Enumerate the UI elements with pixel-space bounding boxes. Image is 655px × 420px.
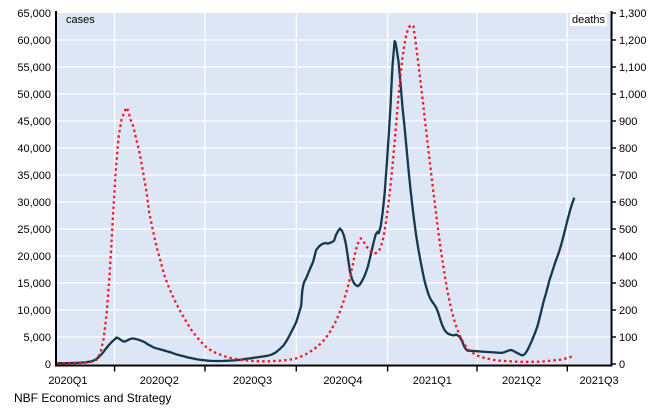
left-axis-tick-label: 5,000 [23,332,51,344]
right-axis-tick-label: 800 [619,143,637,155]
axis-labels: 0 5,000 10,000 15,000 20,000 25,000 30,000 35,0… [17,8,646,387]
right-axis-tick-label: 100 [619,332,637,344]
left-axis-tick-label: 0 [45,359,51,371]
left-axis-tick-label: 50,000 [17,89,51,101]
left-axis-tick-label: 20,000 [17,251,51,263]
gridlines [57,13,610,364]
x-axis-tick-label: 2020Q4 [323,375,362,387]
right-axis-tick-label: 400 [619,251,637,263]
right-axis-tick-label: 0 [619,359,625,371]
right-axis-series-label: deaths [569,14,607,26]
left-axis-tick-label: 40,000 [17,143,51,155]
plot-area [57,13,610,364]
right-axis-tick-label: 200 [619,305,637,317]
left-axis-tick-label: 60,000 [17,35,51,47]
right-axis-tick-label: 1,200 [619,35,647,47]
cases-line [56,39,576,365]
left-axis-tick-label: 25,000 [17,224,51,236]
right-axis-tick-label: 300 [619,278,637,290]
left-axis-tick-label: 45,000 [17,116,51,128]
left-axis-tick-label: 15,000 [17,278,51,290]
deaths-line [57,23,575,365]
x-axis-tick-label: 2020Q1 [48,375,87,387]
x-axis-tick-label: 2021Q1 [413,375,452,387]
left-axis-tick-label: 10,000 [17,305,51,317]
right-axis-tick-label: 1,000 [619,89,647,101]
right-axis-tick-label: 1,100 [619,62,647,74]
right-axis-tick-label: 1,300 [619,8,647,20]
x-axis-tick-label: 2021Q3 [580,375,619,387]
right-axis-tick-label: 900 [619,116,637,128]
right-axis-tick-label: 600 [619,197,637,209]
left-axis-tick-label: 55,000 [17,62,51,74]
right-axis-tick-label: 700 [619,170,637,182]
x-axis-tick-label: 2021Q2 [502,375,541,387]
right-axis-tick-label: 500 [619,224,637,236]
x-axis-tick-label: 2020Q3 [233,375,272,387]
left-axis-series-label: cases [66,14,95,26]
left-axis-tick-label: 65,000 [17,8,51,20]
x-axis-tick-label: 2020Q2 [140,375,179,387]
source-note: NBF Economics and Strategy [14,391,172,405]
left-axis-tick-label: 30,000 [17,197,51,209]
axis-ticks [113,12,616,372]
left-axis-tick-label: 35,000 [17,170,51,182]
axes [55,11,613,367]
